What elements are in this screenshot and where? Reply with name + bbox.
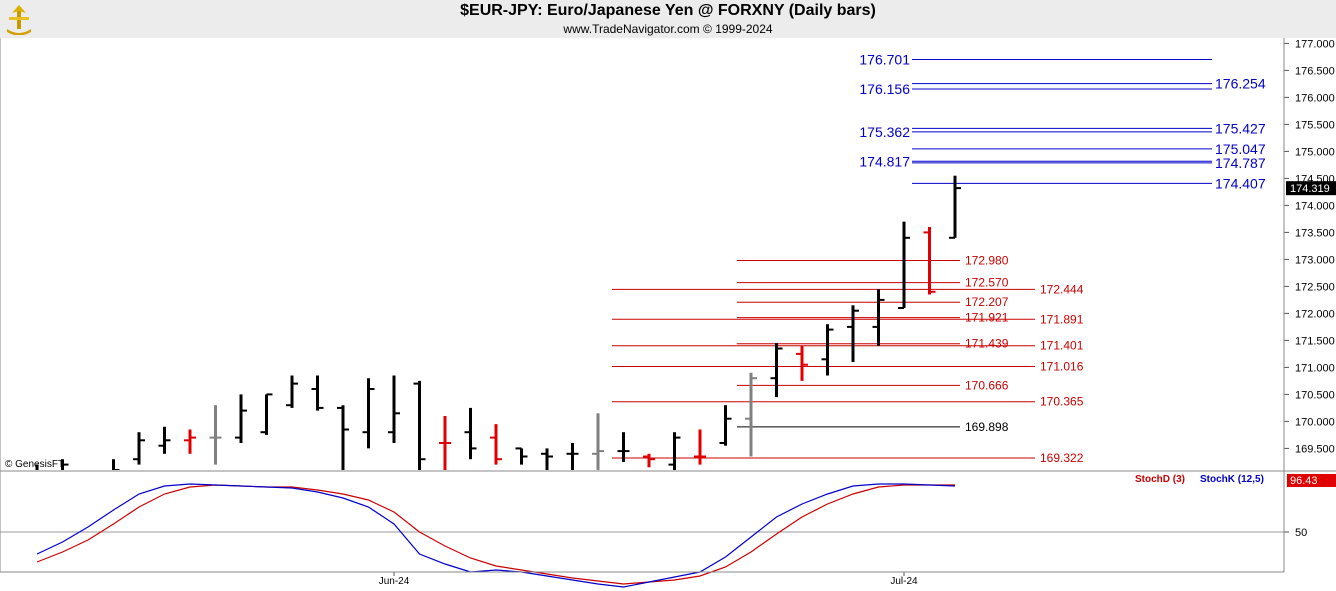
ohlc-bar [490, 424, 502, 465]
level-label: 176.156 [859, 81, 910, 97]
ohlc-bar [668, 432, 681, 470]
ohlc-bar [694, 429, 706, 465]
ohlc-bar [158, 426, 171, 454]
price-tick-label: 170.000 [1295, 416, 1335, 428]
level-lines [612, 59, 1212, 459]
ohlc-bar [515, 447, 528, 465]
ohlc-bar [337, 405, 349, 470]
ohlc-bar [923, 227, 936, 295]
ohlc-bar [209, 405, 222, 465]
ohlc-bar [311, 375, 324, 411]
stoch-k-legend: StochK (12,5) [1200, 474, 1264, 485]
level-label: 169.322 [1040, 451, 1084, 465]
level-label: 171.921 [965, 311, 1009, 325]
price-tick-label: 172.000 [1295, 308, 1335, 320]
ohlc-bar [61, 459, 69, 470]
ohlc-bar [35, 464, 39, 470]
level-label: 171.401 [1040, 339, 1084, 353]
stoch-tick-label: 50 [1295, 527, 1307, 539]
ohlc-bar [82, 470, 94, 502]
level-label: 172.444 [1040, 282, 1084, 296]
stoch-d-line [36, 484, 955, 585]
level-label: 174.407 [1215, 175, 1266, 191]
level-label: 174.817 [859, 153, 910, 169]
date-axis: Jun-24 Jul-24 [379, 572, 918, 587]
price-axis: 177.000176.500176.000175.500175.000174.5… [1284, 38, 1336, 455]
level-label: 170.666 [965, 378, 1009, 392]
ohlc-bar [566, 443, 579, 470]
stoch-last-label: 96.43 [1290, 475, 1318, 487]
chart-subtitle: www.TradeNavigator.com © 1999-2024 [563, 22, 773, 36]
ohlc-bar [413, 380, 426, 470]
price-tick-label: 170.500 [1295, 389, 1335, 401]
level-label: 171.439 [965, 337, 1009, 351]
stoch-last-box [1287, 474, 1336, 487]
ohlc-bar [112, 459, 120, 470]
price-tick-label: 169.500 [1295, 443, 1335, 455]
price-tick-label: 171.500 [1295, 335, 1335, 347]
level-label: 175.362 [859, 124, 910, 140]
level-label: 170.365 [1040, 395, 1084, 409]
price-tick-label: 176.500 [1295, 65, 1335, 77]
ohlc-bar [872, 289, 885, 346]
level-label: 175.047 [1215, 141, 1266, 157]
price-bars [35, 175, 961, 502]
date-label: Jul-24 [890, 576, 918, 587]
ohlc-bar [796, 345, 808, 381]
ohlc-bar [949, 175, 961, 239]
ohlc-bar [617, 432, 630, 462]
level-label: 175.427 [1215, 120, 1266, 136]
ohlc-bar [184, 429, 196, 454]
level-label: 171.016 [1040, 360, 1084, 374]
stochastic-panel: 50 StochD (3) StochK (12,5) 96.43 [0, 474, 1336, 588]
ohlc-bar [898, 221, 910, 309]
price-tick-label: 173.000 [1295, 254, 1335, 266]
ohlc-bar [770, 343, 783, 398]
ohlc-bar [821, 324, 834, 376]
price-tick-label: 177.000 [1295, 38, 1335, 50]
ohlc-bar [464, 407, 477, 460]
level-label: 172.980 [965, 253, 1009, 267]
price-tick-label: 175.000 [1295, 146, 1335, 158]
ohlc-bar [388, 375, 400, 443]
price-tick-label: 171.000 [1295, 362, 1335, 374]
level-label: 176.701 [859, 52, 910, 68]
trade-navigator-logo-icon [7, 5, 31, 35]
price-tick-label: 173.500 [1295, 227, 1335, 239]
ohlc-bar [286, 375, 298, 408]
level-label: 171.891 [1040, 312, 1084, 326]
date-label: Jun-24 [379, 576, 410, 587]
stoch-d-legend: StochD (3) [1135, 474, 1185, 485]
last-price-box [1286, 181, 1336, 196]
ohlc-bar [719, 405, 732, 446]
last-price-label: 174.319 [1290, 183, 1330, 195]
watermark: © GenesisFT [5, 459, 64, 470]
ohlc-bar [362, 378, 375, 449]
ohlc-bar [643, 453, 655, 468]
stoch-k-line [36, 483, 956, 588]
chart-header [0, 0, 1336, 38]
price-tick-label: 176.000 [1295, 92, 1335, 104]
ohlc-bar [745, 372, 757, 457]
level-label: 172.207 [965, 295, 1009, 309]
ohlc-bar [541, 448, 553, 470]
ohlc-bar [592, 413, 604, 470]
level-label: 169.898 [965, 420, 1009, 434]
ohlc-bar [133, 432, 145, 465]
level-label: 174.787 [1215, 155, 1266, 171]
price-tick-label: 172.500 [1295, 281, 1335, 293]
ohlc-bar [439, 416, 451, 470]
level-label: 172.570 [965, 276, 1009, 290]
ohlc-bar [847, 305, 859, 362]
chart-title: $EUR-JPY: Euro/Japanese Yen @ FORXNY (Da… [460, 2, 876, 19]
ohlc-bar [235, 394, 247, 443]
level-label: 176.254 [1215, 76, 1266, 92]
price-tick-label: 174.000 [1295, 200, 1335, 212]
price-tick-label: 175.500 [1295, 119, 1335, 131]
ohlc-bar [260, 393, 273, 435]
